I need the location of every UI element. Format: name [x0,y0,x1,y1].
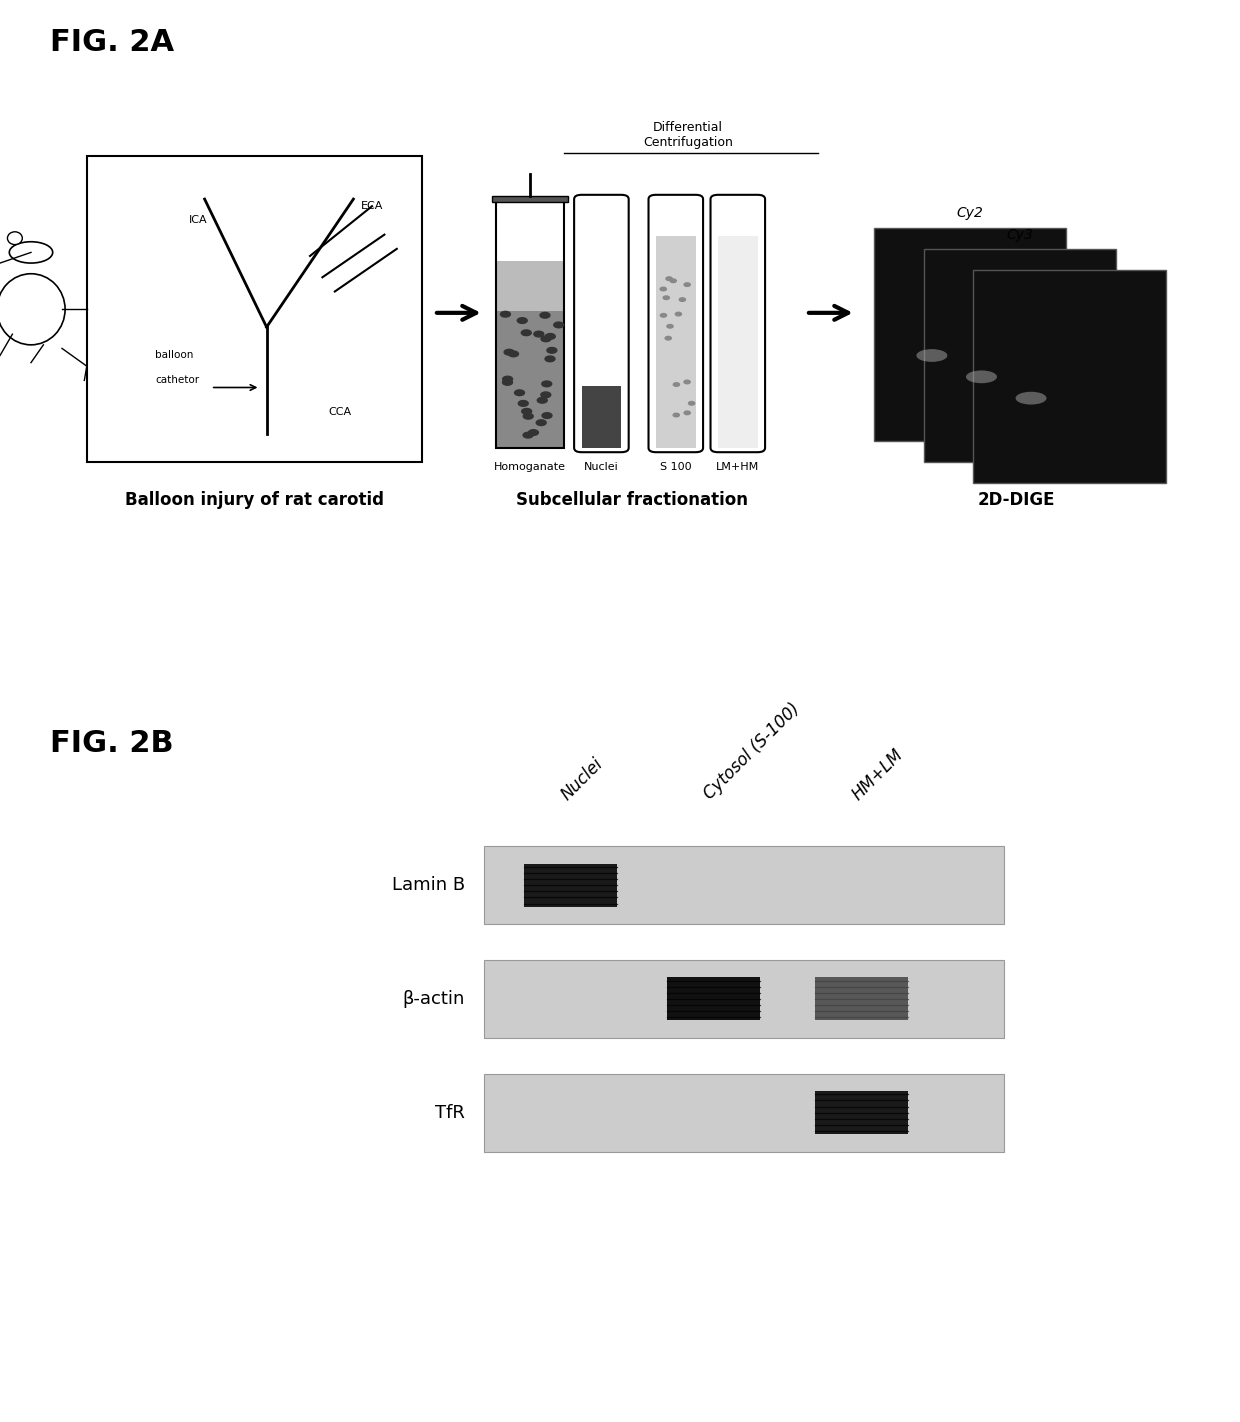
Bar [496,311,564,448]
Text: CCA: CCA [329,407,352,418]
Text: β-actin: β-actin [403,990,465,1008]
Bar [816,1091,908,1135]
Circle shape [676,313,682,316]
Circle shape [537,397,547,402]
Ellipse shape [7,232,22,245]
Circle shape [541,392,551,398]
Bar [816,977,908,1021]
Text: TfR: TfR [435,1103,465,1122]
Ellipse shape [0,273,64,344]
Circle shape [688,401,694,405]
Circle shape [547,347,557,353]
Text: Nuclei: Nuclei [584,462,619,472]
Circle shape [665,337,671,340]
Circle shape [508,351,518,357]
Text: 2D-DIGE: 2D-DIGE [978,491,1055,509]
Bar [874,228,1066,441]
Text: Homoganate: Homoganate [494,462,567,472]
Circle shape [542,412,552,418]
Circle shape [523,432,533,438]
Circle shape [528,429,538,435]
Text: Cy3: Cy3 [1007,228,1033,242]
Circle shape [684,380,691,384]
Circle shape [542,381,552,387]
Circle shape [534,331,544,337]
Text: FIG. 2A: FIG. 2A [50,28,174,57]
Ellipse shape [916,350,947,361]
Circle shape [501,311,511,317]
Text: Balloon injury of rat carotid: Balloon injury of rat carotid [125,491,383,509]
Text: Cy2: Cy2 [957,206,983,220]
Bar [718,236,758,448]
Circle shape [660,287,666,290]
Circle shape [680,297,686,301]
Circle shape [667,324,673,328]
Bar [492,196,568,202]
Bar [924,249,1116,462]
Circle shape [523,414,533,419]
Circle shape [661,314,667,317]
Bar [87,156,422,462]
Circle shape [521,330,531,336]
Text: balloon: balloon [155,350,193,361]
Text: ECA: ECA [361,201,383,212]
Text: Nuclei: Nuclei [558,754,606,803]
Bar [667,977,759,1021]
Ellipse shape [966,371,997,383]
Circle shape [546,334,556,340]
Bar [523,863,618,907]
Circle shape [673,383,680,387]
Bar [484,960,1004,1038]
Circle shape [505,350,515,356]
Bar [496,199,564,448]
Circle shape [536,419,546,425]
Text: LM+HM: LM+HM [717,462,759,472]
Circle shape [502,377,512,383]
Text: Cytosol (S-100): Cytosol (S-100) [701,700,804,803]
Circle shape [666,277,672,280]
Text: HM+LM: HM+LM [849,745,908,803]
Circle shape [502,380,512,385]
Text: Cy5: Cy5 [1056,249,1083,263]
Bar [582,385,621,448]
Circle shape [517,317,527,323]
Circle shape [673,414,680,417]
Circle shape [515,390,525,395]
Circle shape [522,408,532,414]
Circle shape [554,323,564,328]
Text: Subcellular fractionation: Subcellular fractionation [516,491,749,509]
Circle shape [546,356,556,361]
Circle shape [684,411,691,415]
Text: Differential
Centrifugation: Differential Centrifugation [644,121,733,149]
Circle shape [670,279,676,283]
Circle shape [684,283,691,286]
Bar [496,262,564,311]
Ellipse shape [1016,391,1047,404]
Bar [484,846,1004,924]
Circle shape [539,313,549,319]
Text: cathetor: cathetor [155,375,200,385]
Circle shape [541,336,551,341]
Bar [484,1074,1004,1152]
Circle shape [518,401,528,407]
Text: Lamin B: Lamin B [392,876,465,894]
Bar [656,236,696,448]
Text: S 100: S 100 [660,462,692,472]
Bar [973,270,1166,483]
Ellipse shape [10,242,52,263]
Text: FIG. 2B: FIG. 2B [50,728,174,758]
Text: ICA: ICA [188,215,208,226]
Circle shape [663,296,670,300]
